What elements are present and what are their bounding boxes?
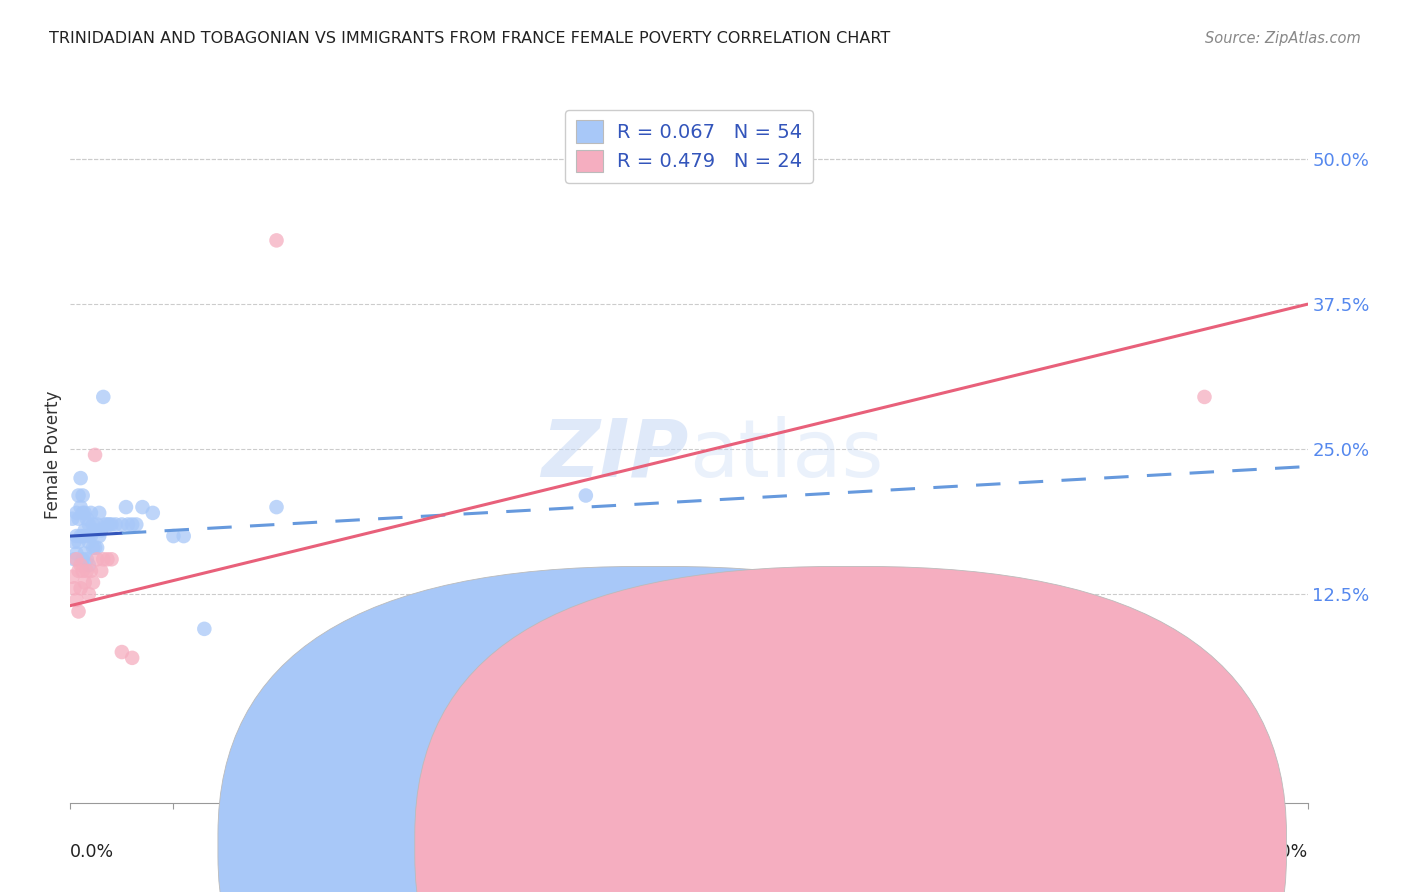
Point xyxy=(60,570,83,584)
Point xyxy=(104,517,127,532)
Point xyxy=(76,552,98,566)
Point xyxy=(82,541,104,555)
Point xyxy=(67,605,90,619)
Point xyxy=(266,500,288,514)
Point xyxy=(65,546,87,561)
Point xyxy=(82,575,104,590)
Point xyxy=(90,564,112,578)
Text: Source: ZipAtlas.com: Source: ZipAtlas.com xyxy=(1205,31,1361,46)
Text: 60.0%: 60.0% xyxy=(1253,843,1308,861)
Point xyxy=(77,587,100,601)
Text: ZIP: ZIP xyxy=(541,416,689,494)
Point xyxy=(86,552,108,566)
Point xyxy=(73,506,96,520)
Point xyxy=(173,529,195,543)
Point xyxy=(266,233,288,247)
Text: Trinidadians and Tobagonians: Trinidadians and Tobagonians xyxy=(418,843,675,861)
Point xyxy=(65,529,87,543)
Point xyxy=(84,541,107,555)
Point xyxy=(76,529,98,543)
Point xyxy=(69,529,91,543)
Point xyxy=(91,390,114,404)
Text: TRINIDADIAN AND TOBAGONIAN VS IMMIGRANTS FROM FRANCE FEMALE POVERTY CORRELATION : TRINIDADIAN AND TOBAGONIAN VS IMMIGRANTS… xyxy=(49,31,890,46)
Point xyxy=(142,506,165,520)
Point xyxy=(63,582,86,596)
Point xyxy=(60,511,83,525)
Point xyxy=(86,517,108,532)
Point xyxy=(65,592,87,607)
Point xyxy=(69,471,91,485)
Point xyxy=(84,523,107,537)
Point xyxy=(72,529,94,543)
Point xyxy=(100,552,122,566)
Point xyxy=(73,523,96,537)
Point xyxy=(63,534,86,549)
Point xyxy=(76,564,98,578)
Point xyxy=(121,517,143,532)
Point xyxy=(80,506,103,520)
Point xyxy=(96,552,118,566)
Point xyxy=(77,517,100,532)
Point xyxy=(77,534,100,549)
Point xyxy=(193,622,215,636)
Point xyxy=(67,534,90,549)
Point xyxy=(84,448,107,462)
Point xyxy=(72,489,94,503)
Point xyxy=(69,582,91,596)
Point xyxy=(115,500,138,514)
Point xyxy=(69,558,91,573)
Point xyxy=(111,645,134,659)
Point xyxy=(98,517,121,532)
Point xyxy=(76,511,98,525)
Text: atlas: atlas xyxy=(689,416,883,494)
Point xyxy=(91,552,114,566)
Point xyxy=(94,517,117,532)
Point xyxy=(73,546,96,561)
Point xyxy=(72,506,94,520)
Legend: R = 0.067   N = 54, R = 0.479   N = 24: R = 0.067 N = 54, R = 0.479 N = 24 xyxy=(565,110,813,183)
Point xyxy=(69,500,91,514)
Point xyxy=(80,529,103,543)
Point xyxy=(65,506,87,520)
Point xyxy=(117,517,139,532)
Point xyxy=(80,564,103,578)
Point xyxy=(73,575,96,590)
Point xyxy=(67,511,90,525)
Point xyxy=(82,517,104,532)
Point xyxy=(121,651,143,665)
Point xyxy=(96,517,118,532)
Point xyxy=(90,523,112,537)
Point xyxy=(63,552,86,566)
Y-axis label: Female Poverty: Female Poverty xyxy=(44,391,62,519)
Point xyxy=(131,500,153,514)
Point xyxy=(125,517,148,532)
Point xyxy=(67,564,90,578)
Point xyxy=(86,541,108,555)
Point xyxy=(72,564,94,578)
Point xyxy=(77,558,100,573)
Point xyxy=(111,517,134,532)
Point xyxy=(67,489,90,503)
Point xyxy=(65,552,87,566)
Text: 0.0%: 0.0% xyxy=(70,843,114,861)
Point xyxy=(72,552,94,566)
Point xyxy=(1194,390,1216,404)
Point xyxy=(89,529,111,543)
Point xyxy=(89,506,111,520)
Point xyxy=(575,489,598,503)
Text: Immigrants from France: Immigrants from France xyxy=(648,843,858,861)
Point xyxy=(100,517,122,532)
Point xyxy=(162,529,184,543)
